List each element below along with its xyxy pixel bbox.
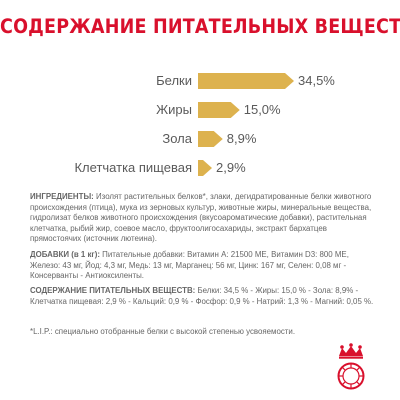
- ingredients-text: Изолят растительных белков*, злаки, деги…: [30, 192, 372, 244]
- nutrient-label: Белки: [156, 73, 192, 88]
- nutrient-label: Жиры: [156, 102, 192, 117]
- nutrients-heading: СОДЕРЖАНИЕ ПИТАТЕЛЬНЫХ ВЕЩЕСТВ:: [30, 286, 196, 295]
- nutrients-paragraph: СОДЕРЖАНИЕ ПИТАТЕЛЬНЫХ ВЕЩЕСТВ: Белки: 3…: [30, 286, 374, 307]
- nutrient-label: Зола: [162, 131, 192, 146]
- ingredients-paragraph: ИНГРЕДИЕНТЫ: Изолят растительных белков*…: [30, 192, 374, 245]
- additives-heading: ДОБАВКИ (в 1 кг):: [30, 250, 100, 259]
- nutrient-row: Белки 34,5%: [0, 70, 400, 92]
- royal-canin-crown-logo-icon: [337, 343, 365, 390]
- nutrient-row: Жиры 15,0%: [0, 99, 400, 121]
- nutrient-row: Зола 8,9%: [0, 128, 400, 150]
- nutrient-value: 15,0%: [243, 102, 281, 117]
- nutrient-bar: [198, 73, 294, 89]
- additives-paragraph: ДОБАВКИ (в 1 кг): Питательные добавки: В…: [30, 250, 374, 282]
- footnote: *L.I.P.: специально отобранные белки с в…: [30, 327, 296, 336]
- nutrient-value: 2,9%: [216, 160, 246, 175]
- page-title: СОДЕРЖАНИЕ ПИТАТЕЛЬНЫХ ВЕЩЕСТВ: [0, 15, 400, 38]
- additives-text: Питательные добавки: Витамин А: 21500 МЕ…: [30, 250, 349, 281]
- nutrients-text: Белки: 34,5 % - Жиры: 15,0 % - Зола: 8,9…: [30, 286, 374, 306]
- nutrient-row: Клетчатка пищевая 2,9%: [0, 157, 400, 179]
- nutrient-bar: [198, 131, 223, 147]
- nutrient-value: 34,5%: [298, 73, 335, 88]
- ingredients-heading: ИНГРЕДИЕНТЫ:: [30, 192, 94, 201]
- nutrient-bar: [198, 160, 212, 176]
- nutrient-bar: [198, 102, 240, 118]
- nutrient-label: Клетчатка пищевая: [74, 160, 192, 175]
- nutrient-value: 8,9%: [226, 131, 257, 146]
